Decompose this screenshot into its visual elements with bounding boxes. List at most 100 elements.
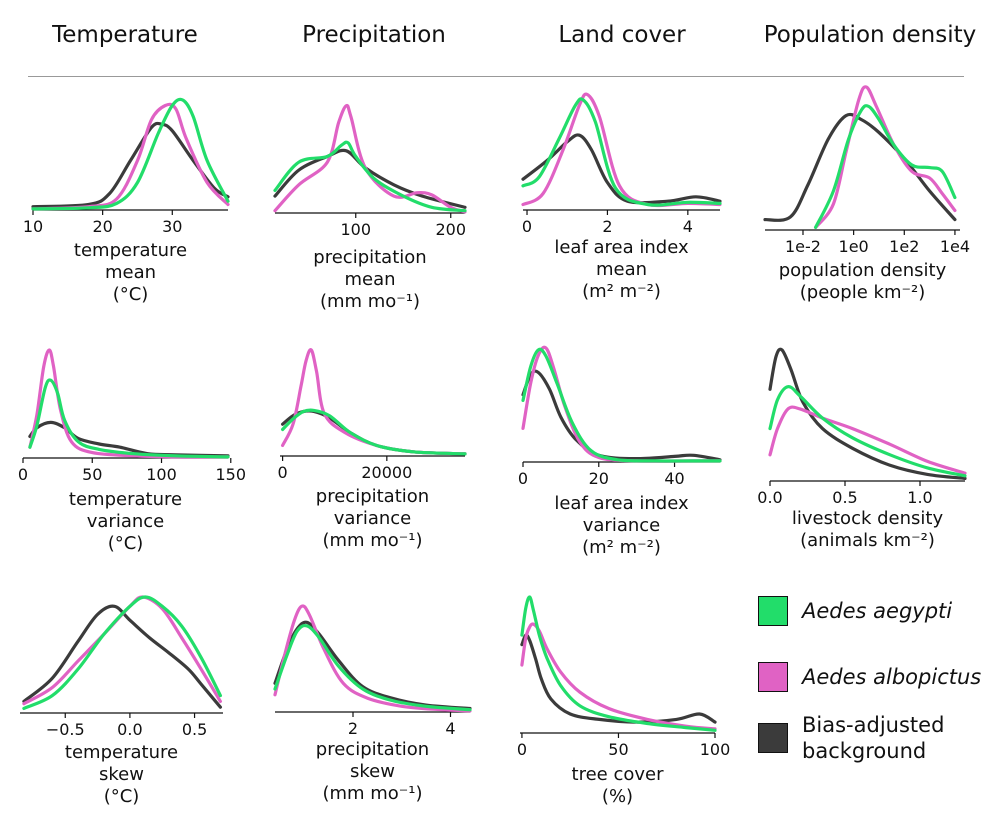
panel-4-series-background <box>28 420 230 458</box>
panel-10-tick-label-0: 0 <box>517 740 527 759</box>
panel-6-series-aegypti <box>521 347 722 463</box>
panel-9-series-aegypti <box>273 623 472 712</box>
panel-10-xlabel-line-1: (%) <box>602 786 633 807</box>
legend-label-aegypti: Aedes aegypti <box>802 599 953 623</box>
legend-label-background: Bias-adjusted background <box>802 712 944 764</box>
panel-3-series-aegypti <box>814 104 957 229</box>
panel-10-series-albopictus <box>520 622 717 731</box>
panel-3: 1e-2 1e0 1e2 1e4 population density(people k… <box>763 85 970 303</box>
panel-1-series-albopictus <box>273 103 467 214</box>
legend-swatch-albopictus <box>758 662 788 692</box>
panel-8-tick-label-1: 0.0 <box>117 720 142 739</box>
panel-1-xlabel-line-0: precipitation <box>313 247 426 268</box>
column-title-temperature: Temperature <box>52 22 198 48</box>
panel-1-xlabel-line-1: mean <box>344 269 395 290</box>
panel-1-series-aegypti <box>273 140 467 213</box>
panel-9-tick-label-0: 2 <box>348 719 358 738</box>
panel-4-xlabel-line-0: temperature <box>69 489 182 510</box>
panel-1-xlabel-line-2: (mm mo⁻¹) <box>320 291 420 312</box>
panel-3-tick-label-3: 1e4 <box>940 237 970 256</box>
panel-0-xlabel-line-1: mean <box>105 262 156 283</box>
legend-item-background: Bias-adjusted background <box>758 712 944 764</box>
panel-9-tick-label-1: 4 <box>445 719 455 738</box>
column-title-population-density: Population density <box>763 22 977 48</box>
legend-item-albopictus: Aedes albopictus <box>758 662 981 692</box>
panel-8-tick-label-2: 0.5 <box>182 720 207 739</box>
panel-8-series-background <box>22 604 222 709</box>
panel-10-tick-label-1: 50 <box>608 740 628 759</box>
panel-3-tick-label-0: 1e-2 <box>785 237 821 256</box>
panel-6-tick-label-0: 0 <box>518 469 528 488</box>
panel-4-tick-label-3: 150 <box>215 465 246 484</box>
panel-7-xlabel-line-0: livestock density <box>792 508 944 529</box>
panel-3-xlabel-line-0: population density <box>779 260 947 281</box>
panel-0-tick-label-2: 30 <box>162 217 182 236</box>
panel-7-tick-label-2: 1.0 <box>907 488 932 507</box>
panel-3-xlabel-line-1: (people km⁻²) <box>800 282 925 303</box>
panel-8-tick-label-0: −0.5 <box>46 720 85 739</box>
panel-2-xlabel-line-2: (m² m⁻²) <box>582 281 661 302</box>
panel-1-tick-label-1: 200 <box>435 220 466 239</box>
panel-5-tick-label-0: 0 <box>278 463 288 482</box>
panel-6-xlabel-line-0: leaf area index <box>554 493 689 514</box>
panel-9-series-albopictus <box>273 604 472 713</box>
panel-9-xlabel-line-0: precipitation <box>316 739 429 760</box>
panel-7-xlabel-line-1: (animals km⁻²) <box>800 530 935 551</box>
panel-8-xlabel-line-1: skew <box>99 764 144 785</box>
panel-3-series-albopictus <box>814 85 957 229</box>
panel-7-tick-label-1: 0.5 <box>832 488 857 507</box>
panel-5-tick-label-1: 20000 <box>361 463 412 482</box>
panel-6-tick-label-2: 40 <box>664 469 684 488</box>
panel-7-series-albopictus <box>768 405 967 475</box>
legend-swatch-background <box>758 723 788 753</box>
panel-5-series-background <box>281 409 467 456</box>
panel-5-xlabel-line-1: variance <box>334 508 412 529</box>
legend-label-background-line-1: Bias-adjusted <box>802 713 945 737</box>
panel-2-xlabel-line-0: leaf area index <box>554 237 689 258</box>
panel-0-xlabel-line-0: temperature <box>74 240 187 261</box>
panel-4-tick-label-0: 0 <box>18 465 28 484</box>
column-title-land-cover: Land cover <box>558 22 686 48</box>
panel-9-xlabel-line-1: skew <box>350 761 395 782</box>
panel-6-series-background <box>521 369 722 462</box>
panel-4-series-aegypti <box>28 378 230 459</box>
panel-5-series-aegypti <box>281 408 467 456</box>
panel-10-xlabel-line-0: tree cover <box>572 764 665 785</box>
panel-4-xlabel-line-2: (°C) <box>108 533 144 554</box>
panel-4-xlabel-line-1: variance <box>87 511 165 532</box>
column-title-precipitation: Precipitation <box>302 22 446 48</box>
panel-3-tick-label-1: 1e0 <box>839 237 869 256</box>
panel-2-tick-label-0: 0 <box>522 217 532 236</box>
panel-0-series-albopictus <box>31 102 230 211</box>
legend-item-aegypti: Aedes aegypti <box>758 596 952 626</box>
panel-0-tick-label-1: 20 <box>92 217 112 236</box>
panel-10-tick-label-2: 100 <box>700 740 731 759</box>
panel-3-tick-label-2: 1e2 <box>889 237 919 256</box>
legend-label-albopictus: Aedes albopictus <box>802 665 982 689</box>
panel-0-tick-label-0: 10 <box>23 217 43 236</box>
panel-8-xlabel-line-2: (°C) <box>104 786 140 807</box>
panel-2-xlabel-line-1: mean <box>596 259 647 280</box>
panel-6-series-albopictus <box>521 345 722 463</box>
panel-10-series-background <box>520 633 717 724</box>
panel-9-xlabel-line-2: (mm mo⁻¹) <box>322 783 422 804</box>
panel-8-series-aegypti <box>22 595 222 710</box>
panel-6-tick-label-1: 20 <box>589 469 609 488</box>
panel-4-tick-label-1: 50 <box>82 465 102 484</box>
panel-7-series-aegypti <box>768 385 967 478</box>
header-divider <box>28 76 964 77</box>
panel-10-series-aegypti <box>520 595 717 732</box>
panel-8-xlabel-line-0: temperature <box>65 742 178 763</box>
panel-7-tick-label-0: 0.0 <box>757 488 782 507</box>
legend-label-background-line-2: background <box>802 739 927 763</box>
panel-2-tick-label-1: 2 <box>602 217 612 236</box>
panel-2-tick-label-2: 4 <box>683 217 693 236</box>
